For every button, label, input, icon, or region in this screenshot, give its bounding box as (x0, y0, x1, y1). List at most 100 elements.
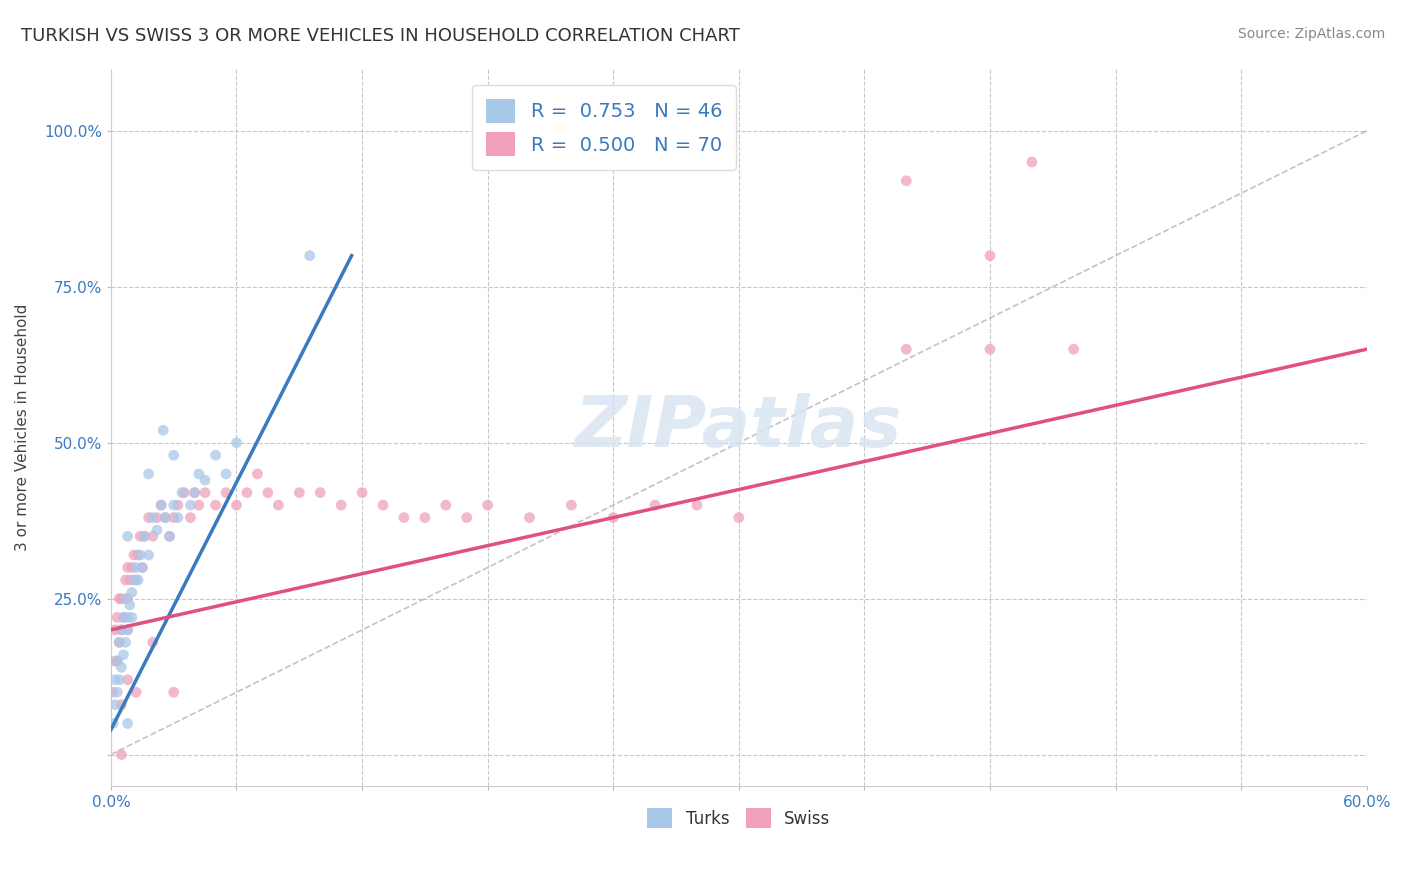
Point (105, 685, 128, 699)
Point (121, 560, 143, 574)
Point (131, 560, 153, 574)
Point (1063, 342, 1085, 356)
Point (159, 529, 181, 543)
Point (179, 498, 201, 512)
Point (104, 698, 127, 712)
Point (686, 498, 709, 512)
Point (114, 573, 136, 587)
Point (125, 685, 148, 699)
Point (121, 610, 143, 624)
Point (267, 498, 290, 512)
Point (644, 498, 666, 512)
Point (896, 174, 918, 188)
Point (117, 623, 139, 637)
Point (288, 485, 311, 500)
Point (118, 573, 141, 587)
Point (105, 654, 128, 668)
Text: TURKISH VS SWISS 3 OR MORE VEHICLES IN HOUSEHOLD CORRELATION CHART: TURKISH VS SWISS 3 OR MORE VEHICLES IN H… (21, 27, 740, 45)
Point (108, 635, 131, 649)
Point (125, 573, 148, 587)
Point (183, 485, 205, 500)
Point (352, 485, 374, 500)
Point (371, 498, 394, 512)
Point (172, 485, 194, 500)
Point (117, 560, 139, 574)
Point (167, 498, 190, 512)
Point (118, 598, 141, 612)
Point (163, 448, 186, 462)
Point (104, 623, 127, 637)
Point (979, 342, 1001, 356)
Point (187, 467, 209, 481)
Point (204, 498, 226, 512)
Point (134, 529, 156, 543)
Point (413, 510, 436, 524)
Point (896, 342, 918, 356)
Legend: Turks, Swiss: Turks, Swiss (641, 801, 837, 835)
Point (163, 685, 186, 699)
Point (108, 673, 131, 687)
Point (112, 610, 135, 624)
Point (150, 498, 173, 512)
Point (121, 585, 143, 599)
Point (456, 510, 478, 524)
Point (163, 510, 186, 524)
Text: ZIPatlas: ZIPatlas (575, 392, 903, 462)
Point (110, 747, 132, 762)
Point (142, 529, 165, 543)
Point (309, 485, 332, 500)
Point (110, 623, 132, 637)
Point (194, 473, 217, 487)
Point (129, 529, 152, 543)
Point (105, 654, 128, 668)
Point (131, 560, 153, 574)
Point (117, 673, 139, 687)
Point (159, 529, 181, 543)
Point (114, 591, 136, 606)
Point (110, 698, 132, 712)
Point (110, 623, 132, 637)
Point (330, 498, 353, 512)
Point (236, 485, 259, 500)
Point (117, 716, 139, 731)
Point (105, 610, 128, 624)
Point (194, 485, 217, 500)
Point (142, 510, 165, 524)
Point (101, 716, 124, 731)
Point (392, 510, 415, 524)
Point (108, 635, 131, 649)
Point (112, 610, 135, 624)
Point (114, 635, 136, 649)
Point (108, 591, 131, 606)
Point (117, 623, 139, 637)
Point (117, 610, 139, 624)
Point (146, 523, 169, 537)
Point (129, 548, 152, 562)
Point (204, 448, 226, 462)
Point (179, 510, 201, 524)
Point (727, 510, 749, 524)
Point (477, 498, 499, 512)
Point (112, 648, 135, 662)
Point (173, 485, 195, 500)
Point (183, 485, 205, 500)
Point (163, 498, 186, 512)
Point (122, 573, 145, 587)
Point (257, 485, 280, 500)
Point (979, 249, 1001, 263)
Point (298, 249, 321, 263)
Point (138, 510, 160, 524)
Point (150, 498, 173, 512)
Point (167, 510, 190, 524)
Point (215, 485, 238, 500)
Point (125, 560, 148, 574)
Point (110, 660, 132, 674)
Point (434, 498, 457, 512)
Point (138, 548, 160, 562)
Point (138, 467, 160, 481)
Point (215, 467, 238, 481)
Point (602, 510, 624, 524)
Point (155, 510, 177, 524)
Point (117, 591, 139, 606)
Point (146, 510, 169, 524)
